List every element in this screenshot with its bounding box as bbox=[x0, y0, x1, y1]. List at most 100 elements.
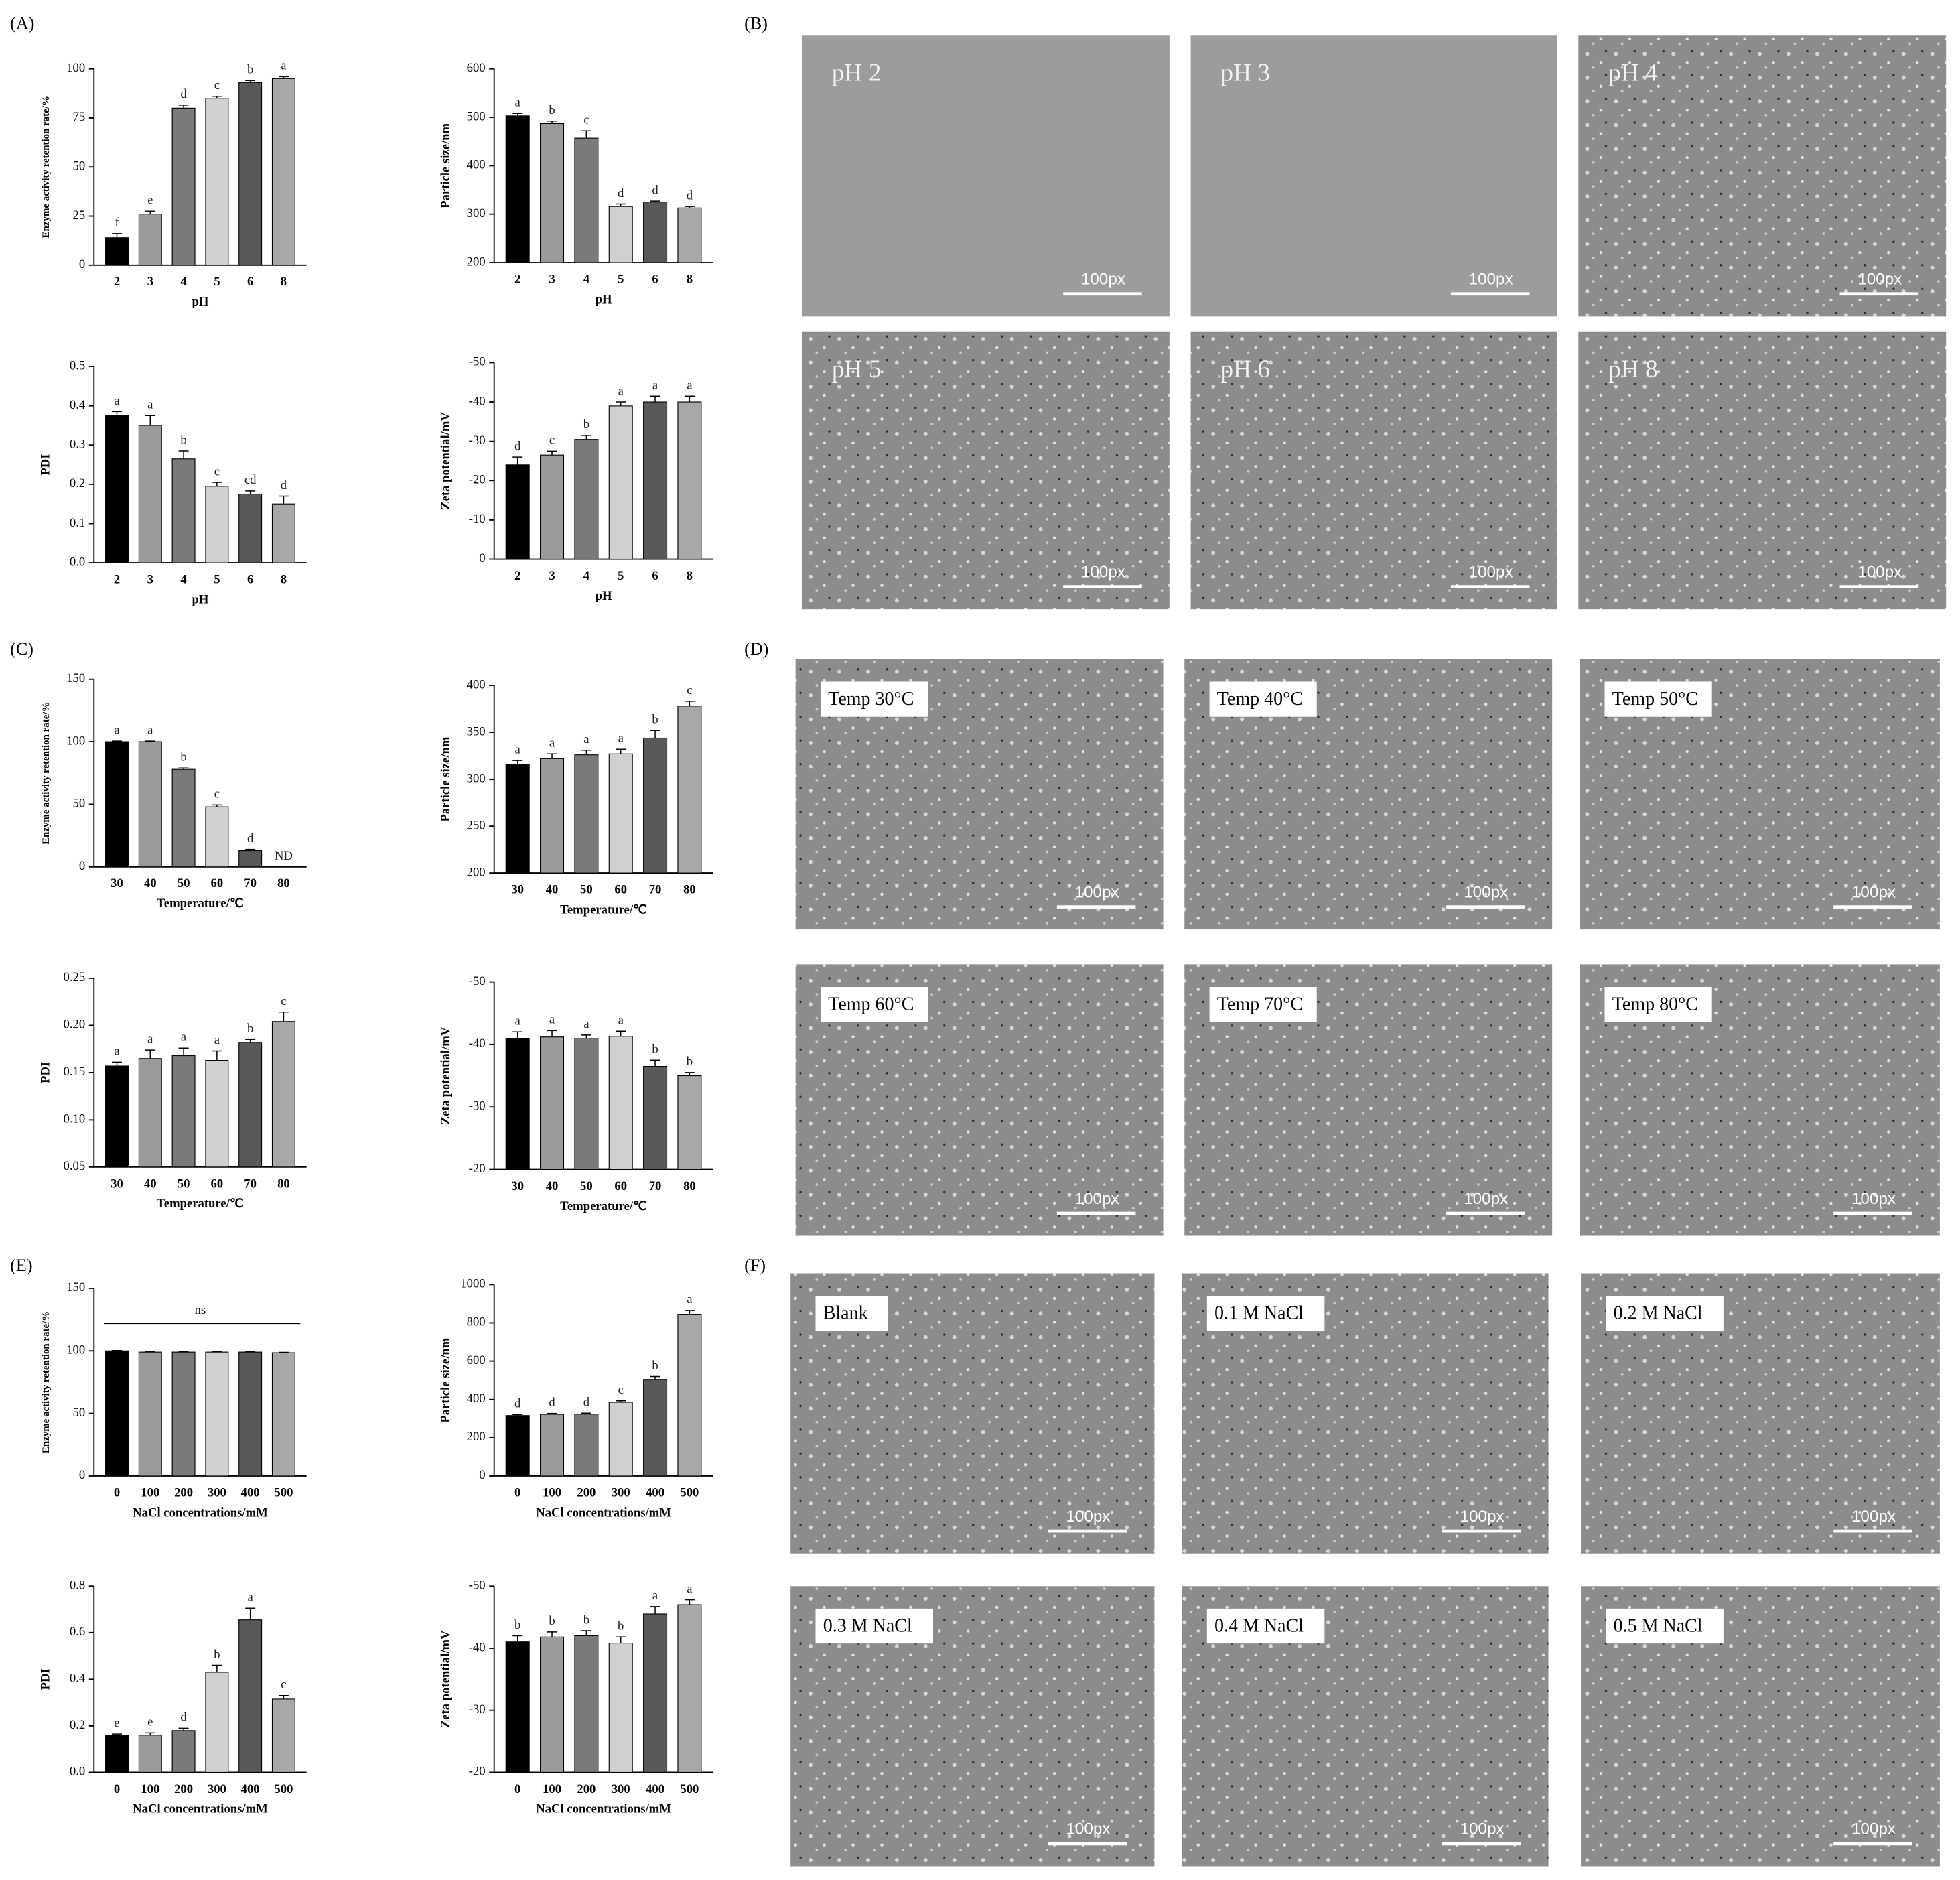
x-tick-label: 50 bbox=[580, 1179, 593, 1193]
x-tick-label: 40 bbox=[144, 1177, 157, 1191]
bar bbox=[505, 115, 530, 263]
error-bar bbox=[616, 1400, 626, 1402]
y-tick-label: 100 bbox=[66, 61, 85, 75]
significance-letter: c bbox=[281, 994, 286, 1008]
y-tick-label: 350 bbox=[467, 724, 486, 738]
micrograph bbox=[801, 35, 1170, 317]
error-bar bbox=[212, 482, 222, 486]
significance-letter: d bbox=[687, 188, 693, 202]
bar bbox=[643, 202, 668, 263]
micrograph-label: 0.4 M NaCl bbox=[1214, 1615, 1304, 1636]
x-tick-label: 5 bbox=[618, 569, 624, 583]
significance-letter: a bbox=[515, 742, 521, 756]
significance-letter: a bbox=[181, 1030, 187, 1045]
micrograph-label: 0.5 M NaCl bbox=[1614, 1615, 1703, 1636]
bar bbox=[271, 78, 295, 266]
label-box bbox=[1209, 987, 1317, 1022]
significance-letter: a bbox=[114, 724, 120, 738]
significance-letter: c bbox=[549, 433, 555, 448]
label-box bbox=[815, 1296, 888, 1331]
bar bbox=[171, 768, 196, 868]
y-tick-label: 50 bbox=[73, 1406, 86, 1420]
x-tick-label: 500 bbox=[274, 1782, 293, 1796]
error-bar bbox=[650, 730, 660, 738]
y-tick-label: 400 bbox=[467, 677, 486, 691]
y-tick-label: -30 bbox=[469, 1702, 486, 1717]
micrograph bbox=[801, 331, 1170, 610]
label-box bbox=[820, 987, 928, 1022]
micrograph-label: pH 2 bbox=[832, 60, 882, 87]
bar bbox=[540, 1036, 565, 1170]
x-tick-label: 80 bbox=[683, 883, 696, 897]
significance-letter: d bbox=[652, 184, 658, 198]
x-tick-label: 3 bbox=[549, 569, 555, 583]
scale-label: 100px bbox=[1074, 883, 1119, 901]
error-bar bbox=[145, 415, 155, 425]
bar bbox=[171, 1730, 196, 1773]
significance-letter: a bbox=[114, 394, 120, 408]
significance-letter: a bbox=[248, 1591, 254, 1605]
x-axis-label: NaCl concentrations/mM bbox=[133, 1505, 268, 1520]
bar bbox=[608, 405, 633, 560]
x-tick-label: 80 bbox=[277, 876, 290, 890]
y-tick-label: 25 bbox=[73, 208, 86, 222]
x-tick-label: 300 bbox=[208, 1485, 226, 1499]
scale-label: 100px bbox=[1081, 563, 1125, 581]
error-bar bbox=[684, 701, 695, 706]
x-tick-label: 4 bbox=[583, 272, 589, 286]
bar bbox=[171, 458, 196, 563]
y-tick-label: 150 bbox=[66, 671, 85, 685]
micrograph-label: Temp 60°C bbox=[828, 994, 914, 1014]
scale-label: 100px bbox=[1066, 1820, 1110, 1838]
y-tick-label: -40 bbox=[469, 1640, 486, 1654]
scale-label: 100px bbox=[1464, 883, 1508, 901]
y-tick-label: -20 bbox=[469, 1162, 486, 1176]
bar bbox=[677, 1314, 702, 1477]
x-axis-label: pH bbox=[596, 292, 612, 306]
bar bbox=[238, 1042, 263, 1168]
error-bar bbox=[112, 1733, 122, 1735]
y-tick-label: 600 bbox=[467, 1353, 486, 1367]
error-bar bbox=[581, 749, 591, 755]
x-tick-label: 6 bbox=[652, 569, 658, 583]
y-tick-label: 200 bbox=[467, 255, 486, 269]
x-tick-label: 300 bbox=[208, 1782, 226, 1796]
error-bar bbox=[112, 233, 122, 238]
bar bbox=[271, 503, 295, 563]
y-tick-label: 600 bbox=[467, 61, 486, 75]
x-tick-label: 500 bbox=[274, 1485, 293, 1499]
bar bbox=[271, 1352, 295, 1477]
significance-letter: b bbox=[247, 1022, 253, 1036]
y-tick-label: 0 bbox=[479, 551, 485, 565]
x-axis-label: pH bbox=[192, 295, 209, 309]
x-tick-label: 3 bbox=[147, 573, 153, 587]
label-box bbox=[1206, 1608, 1325, 1644]
bar bbox=[574, 754, 599, 874]
panel-label: (D) bbox=[744, 639, 768, 659]
micrograph-label: Temp 30°C bbox=[828, 689, 914, 710]
x-tick-label: 300 bbox=[612, 1782, 630, 1796]
x-tick-label: 300 bbox=[612, 1485, 630, 1499]
significance-letter: b bbox=[514, 1618, 520, 1632]
micrograph bbox=[1578, 35, 1947, 317]
error-bar bbox=[178, 450, 189, 459]
significance-letter: a bbox=[214, 1033, 220, 1047]
bar bbox=[608, 1402, 633, 1477]
bar bbox=[505, 1415, 530, 1477]
bar bbox=[105, 1065, 129, 1168]
x-tick-label: 200 bbox=[577, 1485, 596, 1499]
micrograph-label: Temp 50°C bbox=[1612, 689, 1698, 710]
significance-letter: a bbox=[583, 1017, 589, 1031]
y-axis-label: Enzyme activity retention rate/% bbox=[41, 1311, 52, 1453]
y-tick-label: 400 bbox=[467, 158, 486, 172]
bar bbox=[540, 1414, 565, 1477]
significance-letter: d bbox=[514, 1397, 521, 1411]
y-tick-label: -30 bbox=[469, 1099, 486, 1114]
x-axis-label: pH bbox=[192, 592, 209, 606]
bar bbox=[505, 1037, 530, 1170]
error-bar bbox=[178, 1047, 189, 1056]
error-bar bbox=[547, 1030, 557, 1037]
label-box bbox=[1606, 1296, 1724, 1331]
error-bar bbox=[512, 1414, 523, 1416]
